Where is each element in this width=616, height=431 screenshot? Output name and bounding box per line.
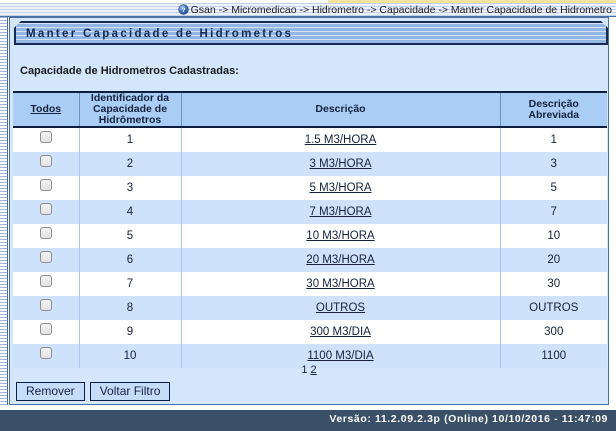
svg-text:?: ? xyxy=(181,7,185,14)
